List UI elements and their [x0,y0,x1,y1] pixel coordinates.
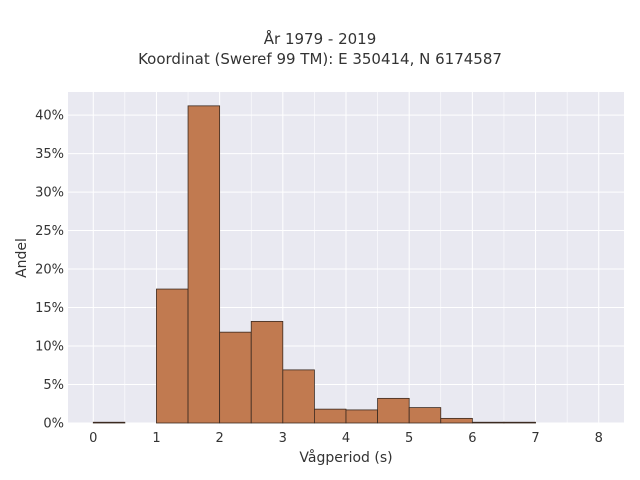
x-tick-label: 3 [279,431,287,446]
histogram-bar [250,320,284,424]
y-tick-label: 30% [35,186,64,201]
y-tick-label: 35% [35,147,64,162]
histogram-bar [377,397,410,424]
x-tick-label: 8 [595,431,603,446]
x-tick-label: 6 [468,431,476,446]
histogram-bar [187,105,221,424]
x-axis-label: Vågperiod (s) [299,449,392,466]
chart-title-line-2: Koordinat (Sweref 99 TM): E 350414, N 61… [138,50,502,68]
y-tick-label: 5% [43,378,64,393]
histogram-bar [314,408,347,424]
histogram-bar [282,369,315,424]
histogram-bar [440,417,473,424]
histogram-bar [92,421,126,424]
y-axis-label: Andel [14,238,30,278]
histogram-bar [156,288,189,424]
histogram-bar [219,331,252,424]
x-tick-label: 2 [215,431,223,446]
y-tick-label: 15% [35,301,64,316]
y-axis-ticks: 0% 5% 10% 15% 20% 25% 30% 35% 40% [35,109,64,432]
y-tick-label: 20% [35,263,64,278]
y-tick-label: 10% [35,340,64,355]
y-tick-label: 40% [35,109,64,124]
histogram-bar [345,409,378,424]
x-tick-label: 5 [405,431,413,446]
histogram-bar [503,421,536,424]
histogram-bar [408,407,442,424]
x-tick-label: 7 [531,431,539,446]
x-axis-ticks: 0 1 2 3 4 5 6 7 8 [89,431,603,446]
x-tick-label: 0 [89,431,97,446]
x-tick-label: 4 [342,431,350,446]
histogram-bar [471,421,505,424]
x-tick-label: 1 [152,431,160,446]
y-tick-label: 25% [35,224,64,239]
chart-title-line-1: År 1979 - 2019 [263,30,377,48]
histogram-bars [92,105,536,424]
y-tick-label: 0% [43,417,64,432]
